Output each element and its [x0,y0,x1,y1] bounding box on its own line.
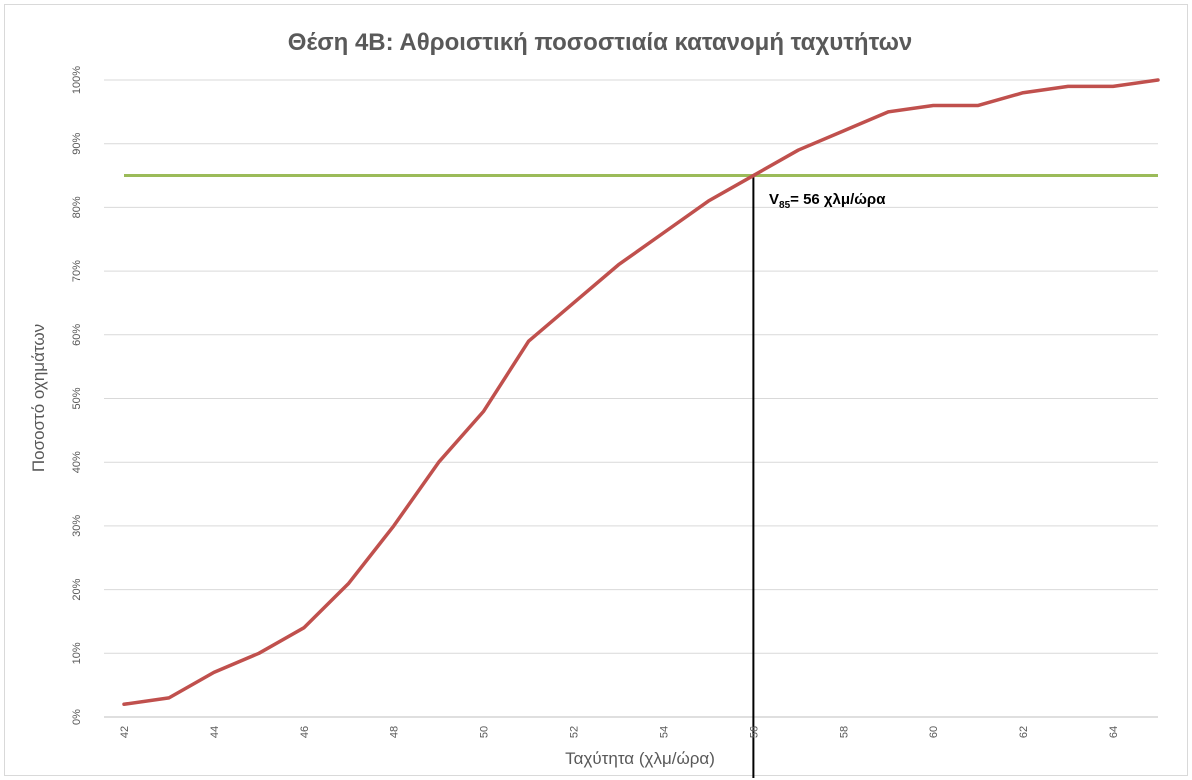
x-tick-label: 44 [209,726,221,738]
y-tick-label: 10% [71,642,83,664]
x-tick-label: 42 [119,726,131,738]
x-tick-label: 58 [838,726,850,738]
v85-annotation: V85= 56 χλμ/ώρα [769,191,886,211]
y-tick-label: 60% [71,324,83,346]
chart-title: Θέση 4Β: Αθροιστική ποσοστιαία κατανομή … [288,29,913,56]
v85-annotation-subscript: 85 [779,200,791,211]
y-tick-label: 70% [71,260,83,282]
x-tick-label: 46 [299,726,311,738]
x-tick-label: 50 [479,726,491,738]
x-tick-label: 60 [928,726,940,738]
x-tick-label: 54 [658,726,670,738]
y-tick-labels: 0% 10% 20% 30% 40% 50% 60% 70% 80% 90% 100% [71,66,83,725]
y-tick-label: 100% [71,66,83,94]
x-tick-labels: 42 44 46 48 50 52 54 56 58 60 62 64 [119,726,1120,738]
y-tick-label: 20% [71,578,83,600]
chart-frame [4,4,1188,776]
x-tick-label: 64 [1108,726,1120,738]
data-series [122,78,1160,707]
v85-annotation-main: V [769,191,779,208]
y-tick-label: 90% [71,132,83,154]
y-tick-label: 30% [71,515,83,537]
y-tick-label: 40% [71,451,83,473]
gridlines [104,79,1158,718]
x-tick-label: 56 [748,726,760,738]
y-axis-title: Ποσοστό οχημάτων [29,324,48,472]
x-axis-title: Ταχύτητα (χλμ/ώρα) [565,749,715,768]
y-tick-label: 80% [71,196,83,218]
y-tick-label: 0% [71,709,83,725]
y-tick-label: 50% [71,387,83,409]
reference-lines [124,174,1158,778]
x-tick-label: 62 [1018,726,1030,738]
series-line [122,78,1160,707]
v85-annotation-rest: = 56 χλμ/ώρα [790,191,886,208]
x-tick-label: 48 [389,726,401,738]
x-tick-label: 52 [569,726,581,738]
